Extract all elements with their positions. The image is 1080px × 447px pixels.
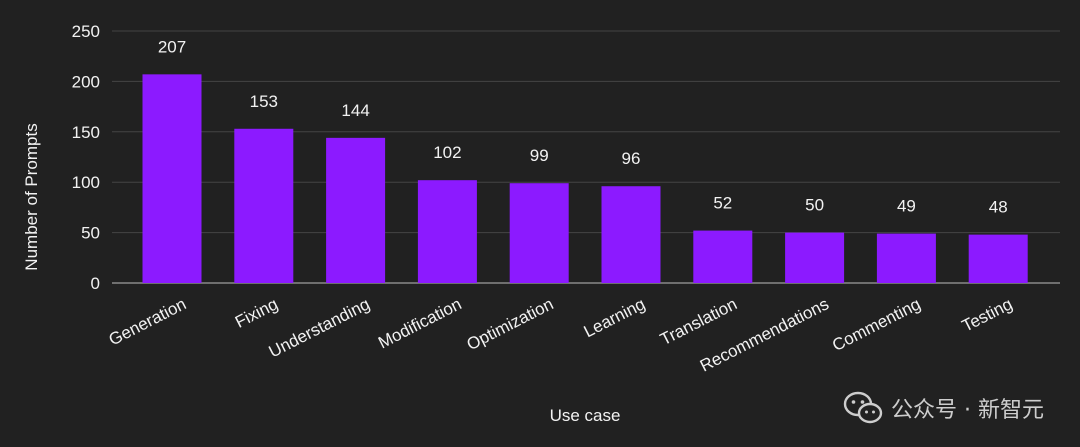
y-tick-label: 150 bbox=[72, 123, 100, 142]
x-tick-label: Generation bbox=[106, 294, 190, 349]
bar bbox=[968, 234, 1028, 283]
bar bbox=[601, 186, 661, 283]
data-labels: 207 153 144 102 99 96 52 50 49 48 bbox=[158, 37, 1008, 216]
y-tick-label: 50 bbox=[81, 224, 100, 243]
x-tick-label: Fixing bbox=[232, 294, 281, 332]
data-label: 99 bbox=[530, 146, 549, 165]
y-tick-label: 250 bbox=[72, 22, 100, 41]
data-label: 48 bbox=[989, 198, 1008, 217]
data-label: 96 bbox=[622, 149, 641, 168]
x-tick-label: Commenting bbox=[829, 294, 923, 355]
x-tick-label: Optimization bbox=[464, 294, 557, 354]
x-axis-title: Use case bbox=[550, 406, 621, 425]
y-tick-label: 0 bbox=[91, 274, 100, 293]
bar bbox=[785, 232, 845, 283]
x-tick-label: Modification bbox=[375, 294, 464, 352]
bar bbox=[509, 183, 569, 283]
y-tick-label: 200 bbox=[72, 72, 100, 91]
y-axis-title: Number of Prompts bbox=[22, 123, 41, 270]
data-label: 49 bbox=[897, 197, 916, 216]
data-label: 153 bbox=[250, 92, 278, 111]
data-label: 207 bbox=[158, 37, 186, 56]
bars bbox=[142, 74, 1028, 284]
x-tick-label: Understanding bbox=[266, 294, 373, 361]
bar bbox=[142, 74, 202, 284]
y-tick-label: 100 bbox=[72, 173, 100, 192]
bar bbox=[876, 233, 936, 283]
x-tick-label: Translation bbox=[657, 294, 740, 349]
data-label: 102 bbox=[433, 143, 461, 162]
x-tick-label: Learning bbox=[581, 294, 649, 341]
data-label: 50 bbox=[805, 196, 824, 215]
watermark-text: 公众号 · 新智元 bbox=[891, 398, 1044, 423]
bar bbox=[417, 180, 477, 283]
bar bbox=[234, 128, 294, 283]
x-tick-label: Testing bbox=[959, 294, 1016, 335]
y-axis-ticks: 0 50 100 150 200 250 bbox=[72, 22, 100, 293]
bar bbox=[693, 230, 753, 283]
data-label: 144 bbox=[341, 101, 369, 120]
data-label: 52 bbox=[713, 194, 732, 213]
watermark: 公众号 · 新智元 bbox=[843, 391, 1044, 425]
bar bbox=[326, 137, 386, 283]
wechat-icon bbox=[843, 391, 883, 424]
